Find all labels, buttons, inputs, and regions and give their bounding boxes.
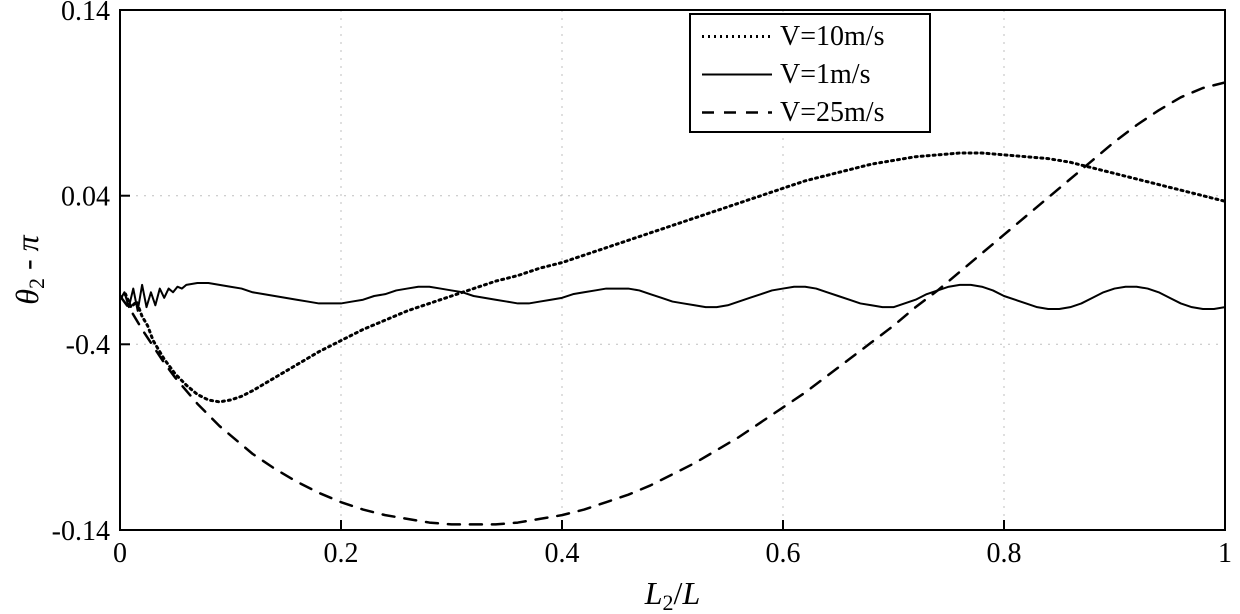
legend: V=10m/s V=1m/s V=25m/s (690, 14, 930, 132)
y-axis-label: θ2 - π (9, 234, 49, 304)
xtick-label: 0.4 (545, 538, 580, 569)
xtick-label: 0.6 (766, 538, 801, 569)
xtick-label: 0.2 (324, 538, 359, 569)
ytick-label: 0.04 (61, 182, 110, 213)
legend-label: V=10m/s (780, 21, 884, 52)
legend-label: V=1m/s (780, 59, 870, 90)
ytick-label: -0.4 (66, 330, 110, 361)
xtick-label: 0 (113, 538, 127, 569)
ytick-label: 0.14 (61, 0, 110, 27)
ytick-label: -0.14 (52, 516, 110, 547)
xtick-label: 1 (1218, 538, 1232, 569)
xtick-label: 0.8 (987, 538, 1022, 569)
line-chart: 00.20.40.60.81-0.14-0.40.040.14L2/Lθ2 - … (0, 0, 1240, 614)
chart-svg: 00.20.40.60.81-0.14-0.40.040.14L2/Lθ2 - … (0, 0, 1240, 614)
legend-label: V=25m/s (780, 97, 884, 128)
